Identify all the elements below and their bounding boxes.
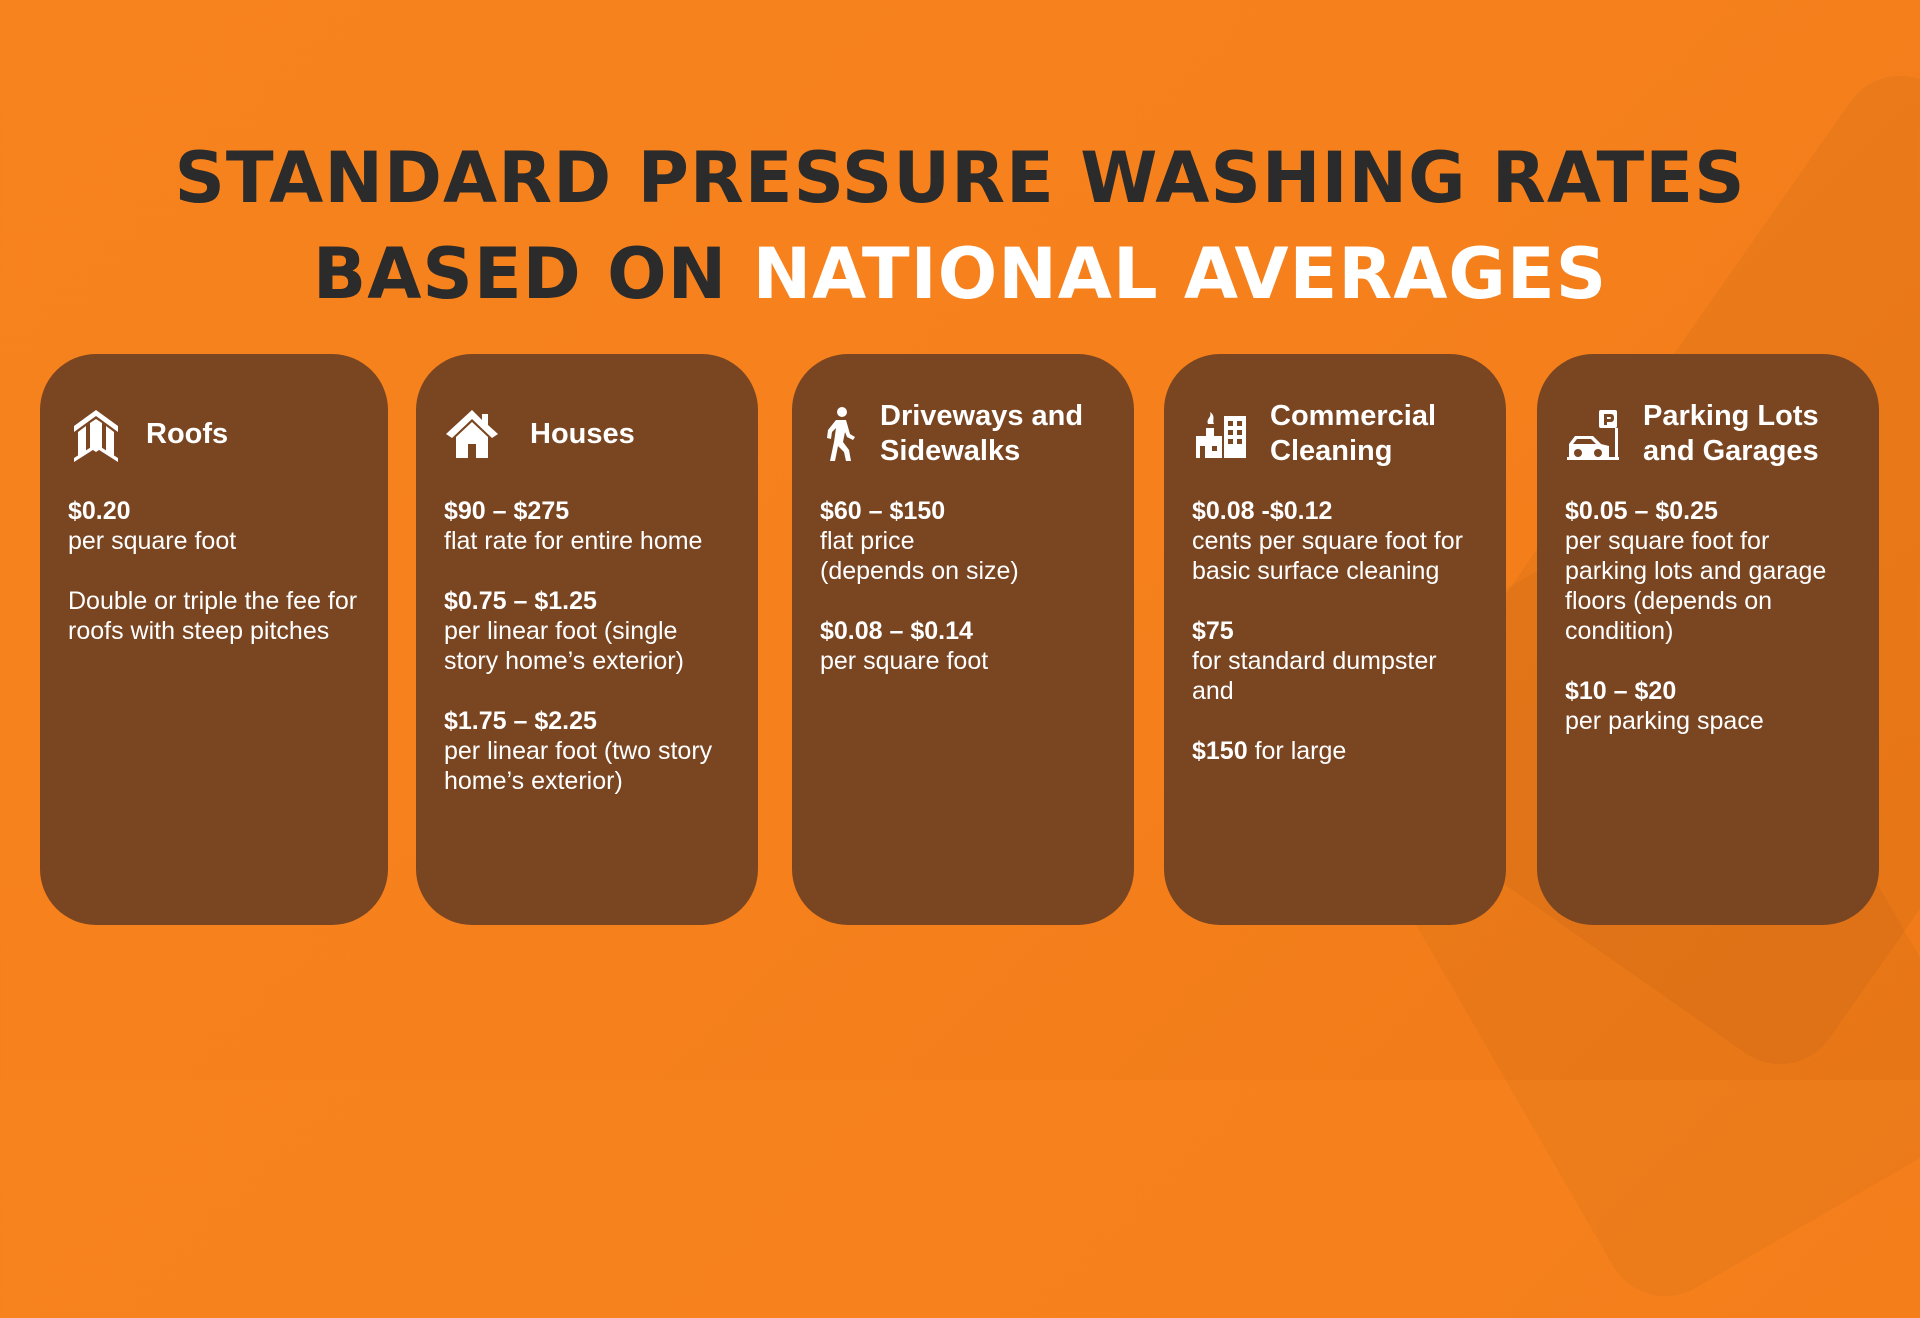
rate-price: $0.08 -$0.12 bbox=[1192, 497, 1333, 525]
rate-entry: $60 – $150 flat price (depends on size) bbox=[820, 496, 1106, 586]
card-header: Parking Lots and Garages bbox=[1565, 394, 1851, 474]
rate-description: per square foot bbox=[820, 647, 989, 675]
rate-description: cents per square foot for basic surface … bbox=[1192, 527, 1463, 585]
rate-price: $0.05 – $0.25 bbox=[1565, 497, 1718, 525]
card-title: Parking Lots and Garages bbox=[1643, 400, 1819, 467]
rate-entry: $150 for large bbox=[1192, 736, 1478, 766]
title-line-1: STANDARD PRESSURE WASHING RATES bbox=[174, 137, 1746, 219]
rate-entry: $90 – $275 flat rate for entire home bbox=[444, 496, 730, 556]
rate-price: $10 – $20 bbox=[1565, 677, 1677, 705]
rate-entry: Double or triple the fee for roofs with … bbox=[68, 586, 360, 646]
rate-entry: $1.75 – $2.25 per linear foot (two story… bbox=[444, 706, 730, 796]
rate-entry: $0.20 per square foot bbox=[68, 496, 360, 556]
rate-description: for standard dumpster and bbox=[1192, 647, 1437, 705]
rate-entry: $10 – $20 per parking space bbox=[1565, 676, 1851, 736]
rate-description: for large bbox=[1247, 737, 1347, 765]
roof-icon bbox=[68, 406, 124, 462]
card-title: Houses bbox=[530, 417, 635, 450]
commercial-building-icon bbox=[1192, 406, 1248, 462]
card-title: Roofs bbox=[146, 417, 229, 450]
rate-entry: $0.08 -$0.12 cents per square foot for b… bbox=[1192, 496, 1478, 586]
card-title: Commercial Cleaning bbox=[1270, 400, 1437, 467]
rate-price: $0.08 – $0.14 bbox=[820, 617, 973, 645]
rate-price: $90 – $275 bbox=[444, 497, 570, 525]
rate-price: $75 bbox=[1192, 617, 1234, 645]
rate-description: Double or triple the fee for roofs with … bbox=[68, 587, 358, 645]
rate-description: per linear foot (single story home’s ext… bbox=[444, 617, 684, 675]
rate-card-houses: Houses $90 – $275 flat rate for entire h… bbox=[416, 354, 758, 925]
card-header: Commercial Cleaning bbox=[1192, 394, 1478, 474]
rate-card-roofs: Roofs $0.20 per square foot Double or tr… bbox=[40, 354, 388, 925]
rate-price: $60 – $150 bbox=[820, 497, 946, 525]
rate-description: per linear foot (two story home’s exteri… bbox=[444, 737, 713, 795]
rate-description: flat rate for entire home bbox=[444, 527, 703, 555]
rate-entry: $75 for standard dumpster and bbox=[1192, 616, 1478, 706]
rate-entry: $0.75 – $1.25 per linear foot (single st… bbox=[444, 586, 730, 676]
rate-description: per square foot bbox=[68, 527, 237, 555]
title-line-2: BASED ON NATIONAL AVERAGES bbox=[0, 226, 1920, 322]
rate-price: $150 bbox=[1192, 737, 1248, 765]
rate-description: per parking space bbox=[1565, 707, 1764, 735]
rate-description: per square foot for parking lots and gar… bbox=[1565, 527, 1827, 645]
rate-card-commercial: Commercial Cleaning $0.08 -$0.12 cents p… bbox=[1164, 354, 1506, 925]
card-header: Houses bbox=[444, 394, 730, 474]
page-title: STANDARD PRESSURE WASHING RATES BASED ON… bbox=[0, 130, 1920, 322]
title-line-2-dark: BASED ON bbox=[312, 233, 753, 315]
card-header: Driveways and Sidewalks bbox=[820, 394, 1106, 474]
parking-garage-icon bbox=[1565, 406, 1621, 462]
rate-entry: $0.05 – $0.25 per square foot for parkin… bbox=[1565, 496, 1851, 646]
rate-price: $0.75 – $1.25 bbox=[444, 587, 597, 615]
house-icon bbox=[444, 406, 500, 462]
rate-card-parking: Parking Lots and Garages $0.05 – $0.25 p… bbox=[1537, 354, 1879, 925]
rate-price: $1.75 – $2.25 bbox=[444, 707, 597, 735]
rate-price: $0.20 bbox=[68, 497, 131, 525]
title-line-2-highlight: NATIONAL AVERAGES bbox=[752, 233, 1608, 315]
card-title: Driveways and Sidewalks bbox=[880, 400, 1084, 467]
rate-card-driveways: Driveways and Sidewalks $60 – $150 flat … bbox=[792, 354, 1134, 925]
rate-description: flat price (depends on size) bbox=[820, 527, 1019, 585]
rate-entry: $0.08 – $0.14 per square foot bbox=[820, 616, 1106, 676]
card-header: Roofs bbox=[68, 394, 360, 474]
walking-person-icon bbox=[820, 406, 860, 462]
